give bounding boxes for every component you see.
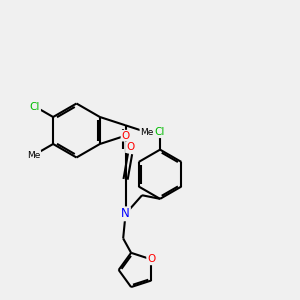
- Text: Me: Me: [140, 128, 154, 137]
- Text: Me: Me: [27, 151, 40, 160]
- Text: O: O: [147, 254, 155, 264]
- Text: N: N: [121, 207, 130, 220]
- Text: O: O: [126, 142, 134, 152]
- Text: Cl: Cl: [155, 127, 165, 137]
- Text: O: O: [122, 131, 130, 141]
- Text: Cl: Cl: [30, 101, 40, 112]
